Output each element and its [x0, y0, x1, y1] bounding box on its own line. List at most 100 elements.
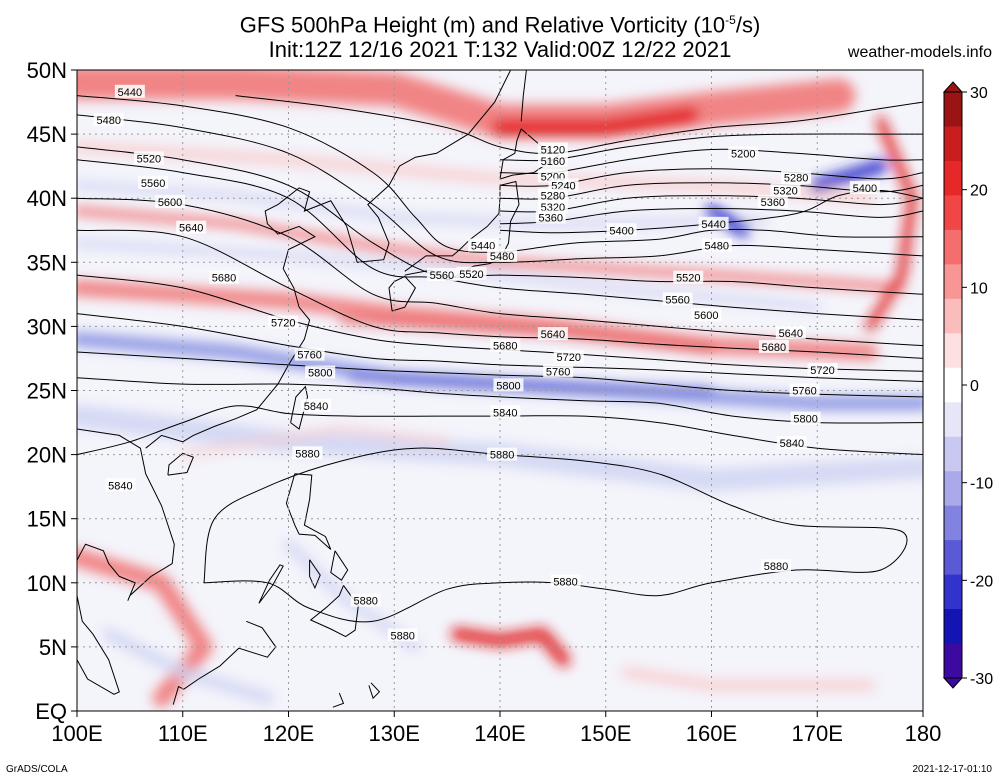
lat-tick-label: EQ	[35, 699, 67, 724]
contour-label: 5880	[295, 448, 319, 460]
contour-label: 5560	[430, 270, 454, 282]
contour-label-bg	[776, 436, 807, 450]
contour-label: 5640	[541, 329, 565, 341]
contour-label-bg	[807, 362, 838, 376]
contour-label: 5880	[390, 630, 414, 642]
contour-label: 5600	[694, 310, 718, 322]
contour-label: 5560	[141, 178, 165, 190]
contour-label-bg	[537, 200, 568, 214]
colorbar-tick-label: 20	[970, 183, 988, 200]
contour-label-bg	[849, 180, 880, 194]
colorbar-segment	[944, 609, 962, 645]
contour-label: 5880	[490, 450, 514, 462]
contour-label-bg	[490, 338, 521, 352]
contour-5720	[77, 313, 923, 382]
longitude-labels: 100E 110E 120E 130E 140E 150E 160E 170E 180	[51, 711, 941, 746]
contour-label-bg	[208, 270, 239, 284]
contour-label-bg	[426, 268, 457, 282]
contour-label-bg	[300, 398, 331, 412]
contour-label: 5760	[297, 350, 321, 362]
contour-label: 5880	[764, 561, 788, 573]
coastline	[172, 620, 277, 705]
contour-label-bg	[93, 112, 124, 126]
colorbar-segment	[944, 402, 962, 438]
contour-label: 5560	[665, 294, 689, 306]
contour-label-bg	[537, 188, 568, 202]
coastline	[309, 559, 321, 590]
contour-label: 5200	[731, 148, 755, 160]
lon-tick-label: 110E	[158, 721, 208, 746]
lon-tick-label: 140E	[474, 721, 525, 746]
lat-tick-label: 35N	[27, 250, 67, 275]
lat-tick-label: 5N	[39, 635, 67, 660]
east-neg-vortex	[810, 159, 888, 193]
colorbar-segment	[944, 160, 962, 197]
colorbar-segment	[944, 126, 962, 162]
coastline	[258, 564, 284, 604]
contour-label-bg	[292, 446, 323, 460]
contour-label-bg	[606, 223, 637, 237]
contour-label: 5440	[118, 87, 142, 99]
colorbar-max-arrow	[942, 81, 964, 93]
contour-label: 5720	[271, 318, 295, 330]
contour-label-bg	[350, 593, 381, 607]
coastline	[77, 428, 175, 695]
lon-tick-label: 160E	[686, 721, 737, 746]
contour-label: 5280	[784, 173, 808, 185]
contour-label-bg	[176, 220, 207, 234]
southwest-neg	[102, 628, 274, 705]
colorbar-segment	[944, 298, 962, 334]
contour-label-bg	[543, 364, 574, 378]
lat-tick-label: 45N	[27, 122, 67, 147]
contour-label: 5480	[705, 241, 729, 253]
coastline	[285, 473, 332, 550]
contour-label: 5160	[541, 156, 565, 168]
contour-label: 5800	[496, 380, 520, 392]
contour-label-bg	[456, 266, 487, 280]
colorbar-segment	[944, 540, 962, 576]
coastline	[167, 452, 194, 476]
lat-tick-label: 15N	[27, 507, 67, 532]
lon-tick-label: 130E	[369, 721, 420, 746]
colorbar-segment	[944, 195, 962, 231]
colorbar-segment	[944, 333, 962, 369]
contour-label-bg	[535, 210, 566, 224]
contour-label: 5680	[212, 273, 236, 285]
contour-label: 5640	[179, 223, 203, 235]
contour-label: 5320	[773, 186, 797, 198]
contour-label: 5840	[493, 407, 517, 419]
contour-label-bg	[548, 178, 579, 192]
colorbar-segment	[944, 229, 962, 265]
height-contours: 5120516052005200524052805280532053205360…	[77, 84, 923, 642]
colorbar-segment	[944, 92, 962, 128]
contour-label-bg	[758, 339, 789, 353]
colorbar-tick-label: 0	[970, 378, 979, 395]
contour-label-bg	[114, 84, 145, 98]
contour-label: 5720	[810, 365, 834, 377]
equatorial-pos-east	[621, 667, 876, 691]
software-credit: GrADS/COLA	[6, 764, 68, 775]
contour-label-bg	[698, 216, 729, 230]
contour-label: 5880	[553, 577, 577, 589]
contour-5880	[203, 447, 908, 623]
contour-5600	[77, 197, 923, 347]
contour-label: 5840	[304, 401, 328, 413]
contour-label: 5760	[546, 366, 570, 378]
contour-label-bg	[487, 447, 518, 461]
jet-positive-band	[77, 279, 879, 360]
contour-label: 5840	[108, 480, 132, 492]
colorbar-segment	[944, 264, 962, 300]
colorbar-tick-label: 30	[970, 85, 988, 102]
contour-label-bg	[790, 411, 821, 425]
contour-label-bg	[387, 628, 418, 642]
contour-label-bg	[701, 238, 732, 252]
colorbar-segment	[944, 367, 962, 403]
contour-label-bg	[468, 238, 499, 252]
contour-5840	[77, 405, 923, 456]
chart-title: GFS 500hPa Height (m) and Relative Vorti…	[239, 12, 761, 38]
contour-label: 5440	[701, 219, 725, 231]
contour-5560	[77, 159, 923, 321]
contour-5800	[77, 377, 923, 424]
colorbar-tick-label: 10	[970, 280, 988, 297]
